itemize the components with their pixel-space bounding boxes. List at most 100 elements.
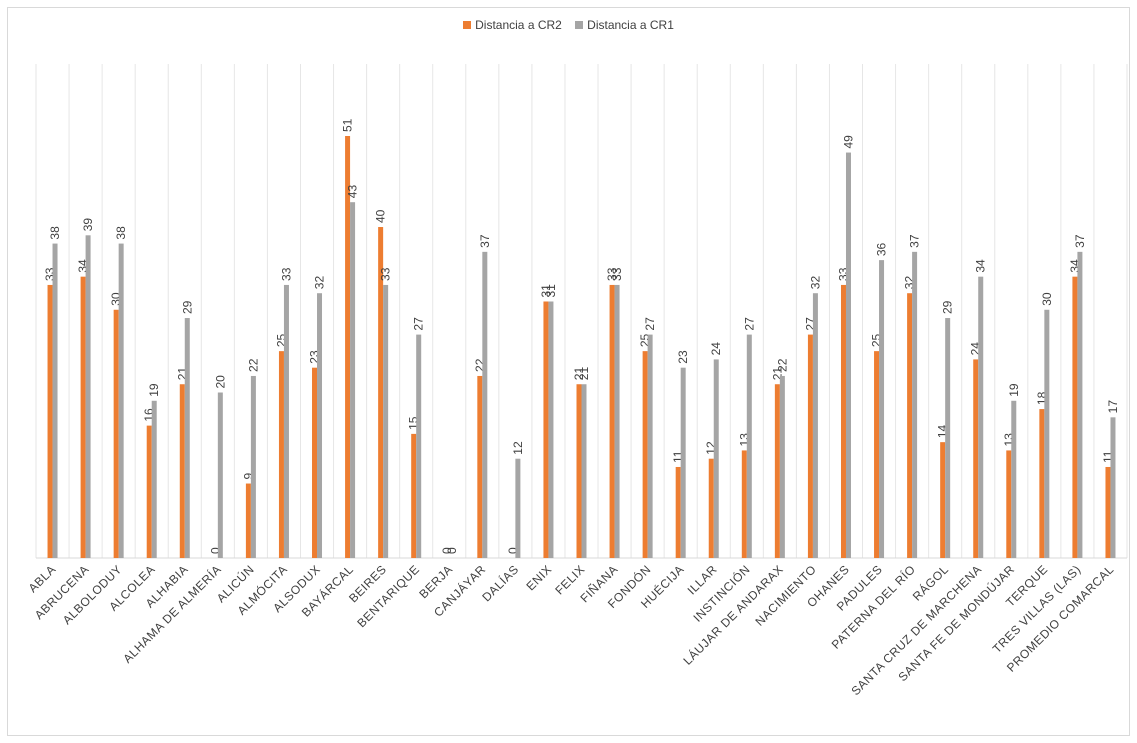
legend-label-cr2: Distancia a CR2: [475, 18, 562, 32]
data-label-cr1: 37: [908, 234, 922, 248]
data-label-cr1: 31: [544, 284, 558, 298]
data-label-cr1: 24: [709, 342, 723, 356]
data-label-cr1: 22: [246, 358, 260, 372]
data-label-cr1: 38: [114, 226, 128, 240]
data-label-cr1: 21: [577, 367, 591, 381]
bar-cr2: [774, 384, 780, 558]
bar-cr2: [179, 384, 185, 558]
bar-cr1: [515, 458, 521, 558]
data-label-cr1: 33: [279, 267, 293, 281]
bar-cr1: [350, 202, 356, 558]
data-label-cr1: 22: [775, 358, 789, 372]
bar-cr2: [47, 284, 53, 558]
bar-cr1: [151, 400, 157, 558]
bar-cr2: [1039, 409, 1045, 558]
data-label-cr1: 37: [1073, 234, 1087, 248]
bar-cr2: [840, 284, 846, 558]
bar-cr1: [482, 251, 488, 558]
bar-cr1: [812, 293, 818, 558]
bar-cr2: [576, 384, 582, 558]
data-label-cr1: 37: [478, 234, 492, 248]
data-label-cr1: 39: [81, 218, 95, 232]
bar-cr1: [52, 243, 58, 558]
bar-cr2: [741, 450, 747, 558]
x-tick-label: INSTINCIÓN: [690, 562, 753, 625]
data-label-cr1: 19: [147, 383, 161, 397]
data-label-cr1: 33: [379, 267, 393, 281]
chart-legend: Distancia a CR2 Distancia a CR1: [0, 18, 1137, 32]
bar-cr2: [907, 293, 913, 558]
bar-cr1: [217, 392, 223, 558]
data-label-cr1: 29: [180, 300, 194, 314]
data-label-cr2: 9: [241, 473, 255, 480]
bar-cr1: [383, 284, 389, 558]
data-label-cr2: 21: [572, 367, 586, 381]
bar-cr1: [1011, 400, 1017, 558]
data-label-cr1: 32: [313, 276, 327, 290]
bar-cr1: [1110, 417, 1116, 558]
bar-cr1: [283, 284, 289, 558]
bar-cr1: [945, 318, 951, 558]
bar-cr1: [416, 334, 422, 558]
data-label-cr2: 0: [208, 547, 222, 554]
x-tick-label: DALÍAS: [479, 562, 522, 605]
data-label-cr2: 51: [341, 118, 355, 132]
bar-cr1: [912, 251, 918, 558]
bar-cr2: [874, 351, 880, 558]
legend-swatch-cr1: [575, 21, 584, 29]
bar-cr2: [477, 375, 483, 558]
data-label-cr1: 23: [676, 350, 690, 364]
bar-cr2: [609, 284, 615, 558]
bar-cr2: [245, 483, 251, 558]
bar-cr2: [1072, 276, 1078, 558]
bar-cr2: [411, 433, 417, 558]
bar-cr2: [1105, 466, 1111, 558]
bar-cr2: [1006, 450, 1012, 558]
data-label-cr2: 0: [440, 547, 454, 554]
chart-frame: [7, 7, 1130, 736]
bar-cr2: [80, 276, 86, 558]
bar-cr2: [113, 309, 119, 558]
bar-cr1: [581, 384, 587, 558]
bar-cr1: [85, 235, 91, 558]
data-label-cr1: 43: [346, 185, 360, 199]
bar-cr2: [146, 425, 152, 558]
data-label-cr1: 27: [742, 317, 756, 331]
bar-cr2: [543, 301, 549, 558]
data-label-cr1: 19: [1007, 383, 1021, 397]
bar-cr1: [548, 301, 554, 558]
bar-cr1: [647, 334, 653, 558]
data-label-cr2: 33: [605, 267, 619, 281]
x-tick-label: ENIX: [523, 562, 554, 593]
data-label-cr1: 0: [445, 547, 459, 554]
data-label-cr1: 38: [48, 226, 62, 240]
legend-item-cr1: Distancia a CR1: [575, 18, 674, 32]
data-label-cr1: 34: [974, 259, 988, 273]
data-label-cr1: 29: [941, 300, 955, 314]
bar-cr1: [680, 367, 686, 558]
bar-cr1: [1077, 251, 1083, 558]
bar-cr2: [708, 458, 714, 558]
data-label-cr1: 17: [1106, 400, 1120, 414]
bar-cr1: [614, 284, 620, 558]
data-label-cr1: 30: [1040, 292, 1054, 306]
legend-swatch-cr2: [463, 21, 472, 29]
data-label-cr2: 0: [506, 547, 520, 554]
data-label-cr1: 33: [610, 267, 624, 281]
bar-cr1: [879, 260, 885, 558]
data-label-cr2: 31: [539, 284, 553, 298]
data-label-cr1: 27: [643, 317, 657, 331]
data-label-cr1: 27: [412, 317, 426, 331]
bar-cr1: [713, 359, 719, 558]
bar-cr1: [184, 318, 190, 558]
bar-cr2: [973, 359, 979, 558]
bar-cr1: [779, 375, 785, 558]
data-label-cr1: 20: [213, 375, 227, 389]
bar-cr2: [940, 442, 946, 558]
bar-cr1: [250, 375, 256, 558]
bar-cr2: [807, 334, 813, 558]
bar-cr2: [278, 351, 284, 558]
bar-cr1: [746, 334, 752, 558]
legend-item-cr2: Distancia a CR2: [463, 18, 562, 32]
